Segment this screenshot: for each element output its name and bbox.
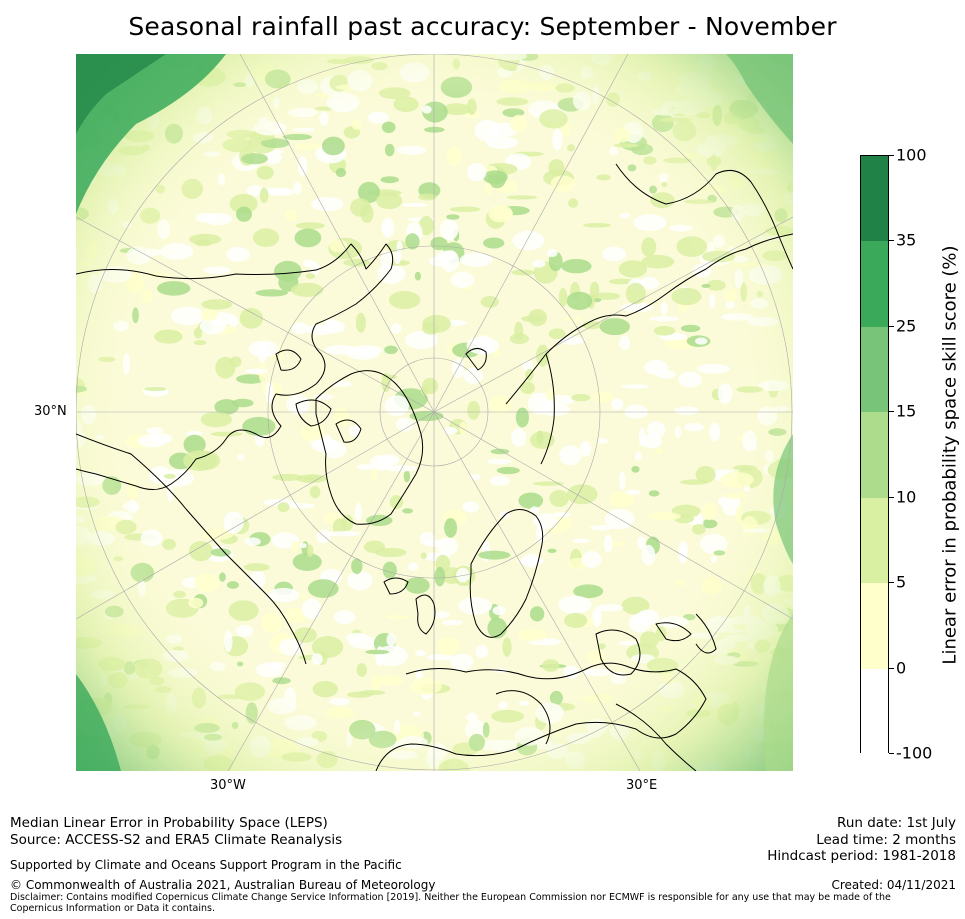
colorbar-band [861, 497, 888, 584]
coast-russia-arctic [505, 233, 793, 405]
footer-lead-time: Lead time: 2 months [816, 832, 956, 848]
footer-leps: Median Linear Error in Probability Space… [10, 815, 328, 831]
coast-black-caspian [595, 629, 641, 676]
coast-novaya [540, 353, 555, 465]
coast-lakes [655, 622, 692, 642]
colorbar-tickmark [889, 411, 894, 413]
coast-europe [375, 662, 707, 771]
skill-patch-sw [76, 674, 121, 771]
coast-alaska [76, 433, 307, 665]
colorbar-label: Linear error in probability space skill … [939, 245, 961, 665]
coast-siberia [615, 163, 793, 270]
lon-label-30e: 30°E [626, 778, 658, 793]
footer-disclaimer: Disclaimer: Contains modified Copernicus… [10, 892, 891, 914]
map-title: Seasonal rainfall past accuracy: Septemb… [128, 12, 837, 41]
footer-hindcast: Hindcast period: 1981-2018 [767, 848, 956, 864]
colorbar-band [861, 326, 888, 413]
footer-source: Source: ACCESS-S2 and ERA5 Climate Reana… [10, 832, 343, 848]
coast-arabia [615, 703, 697, 771]
coast-north-america [76, 243, 394, 490]
colorbar-tick-label: 0 [896, 658, 907, 678]
colorbar-band [861, 412, 888, 498]
footer-created: Created: 04/11/2021 [831, 878, 956, 892]
coast-svalbard [465, 348, 487, 371]
skill-patch-ne [726, 54, 793, 144]
colorbar-tickmark [889, 667, 894, 669]
skill-patch-nw [76, 54, 226, 214]
footer-support: Supported by Climate and Oceans Support … [10, 858, 402, 872]
colorbar-tick-label: 15 [896, 401, 917, 421]
colorbar-tick-label: 100 [896, 145, 927, 165]
coast-scandinavia [469, 509, 544, 638]
colorbar-band [861, 583, 888, 669]
lon-label-30w: 30°W [210, 778, 246, 793]
colorbar [860, 155, 889, 754]
coast-japan [695, 613, 717, 654]
coast-arctic-islands [275, 349, 362, 443]
coastlines [76, 163, 793, 771]
colorbar-tick-label: 25 [896, 316, 917, 336]
colorbar-band [861, 156, 888, 242]
colorbar-band [861, 668, 888, 754]
skill-patch-nw-inner [76, 54, 166, 134]
coast-mediterranean [495, 690, 551, 745]
colorbar-tick-label: 35 [896, 230, 917, 250]
footer-copyright: © Commonwealth of Australia 2021, Austra… [10, 878, 436, 892]
lat-label-30n: 30°N [34, 404, 67, 419]
colorbar-tick-label: -100 [896, 743, 933, 763]
colorbar-tick-label: 10 [896, 487, 917, 507]
coast-iceland [383, 577, 409, 595]
colorbar-tickmark [889, 325, 894, 327]
colorbar-tickmark [889, 240, 894, 242]
skill-patch-se-lower [763, 614, 793, 771]
colorbar-tickmark [889, 753, 894, 754]
colorbar-tick-label: 5 [896, 572, 907, 592]
coast-britain [415, 594, 436, 635]
colorbar-band [861, 241, 888, 327]
colorbar-tickmark [889, 155, 894, 156]
graticule [76, 54, 793, 771]
footer-run-date: Run date: 1st July [837, 815, 956, 831]
colorbar-tickmark [889, 582, 894, 584]
polar-map [76, 54, 793, 771]
colorbar-tickmark [889, 496, 894, 498]
coast-greenland [315, 370, 424, 525]
